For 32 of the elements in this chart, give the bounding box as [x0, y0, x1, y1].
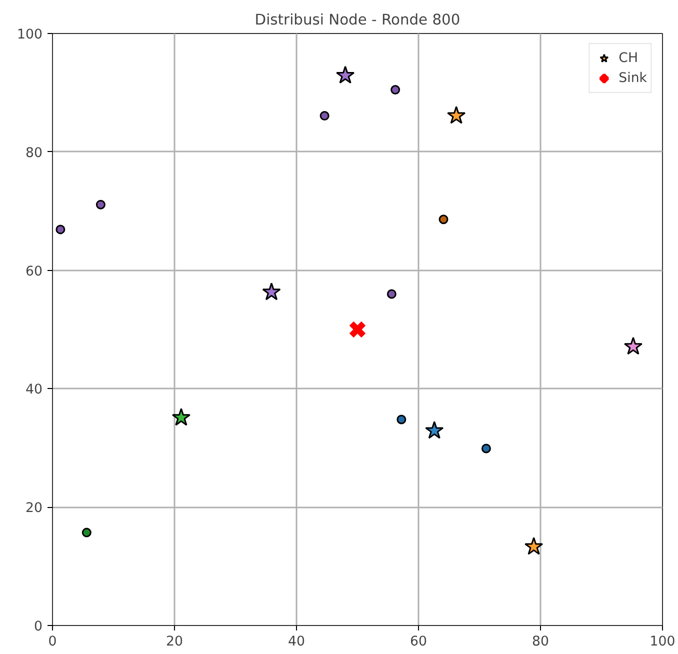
y-tick-label: 0: [34, 620, 43, 634]
point: [320, 111, 330, 121]
point: [390, 85, 400, 94]
point: [56, 224, 66, 234]
point: [348, 320, 367, 339]
y-tick-label: 40: [26, 382, 43, 398]
x-tick-label: 100: [650, 634, 676, 650]
point: [386, 289, 396, 299]
x-tick-label: 20: [166, 634, 183, 650]
x-tick-label: 60: [410, 634, 427, 650]
y-tick-label: 100: [17, 28, 43, 42]
x-tick-label: 40: [288, 634, 305, 650]
point: [262, 282, 281, 300]
legend-label: CH: [618, 50, 639, 66]
point: [396, 414, 406, 424]
y-tick-label: 60: [26, 264, 43, 280]
point: [624, 336, 643, 355]
point: [172, 408, 191, 426]
point: [481, 444, 491, 454]
chart-title: Distribusi Node - Ronde 800: [254, 12, 460, 28]
x-tick-label: 80: [532, 634, 549, 650]
x-tick-label: 0: [48, 634, 57, 650]
point: [447, 106, 466, 124]
y-tick-label: 20: [26, 501, 43, 516]
point: [82, 528, 92, 538]
point: [425, 420, 444, 439]
point: [336, 66, 355, 84]
point: [438, 214, 448, 224]
legend-label: Sink: [618, 70, 647, 86]
point: [96, 200, 106, 210]
point: [524, 537, 544, 555]
y-tick-label: 80: [26, 146, 43, 161]
